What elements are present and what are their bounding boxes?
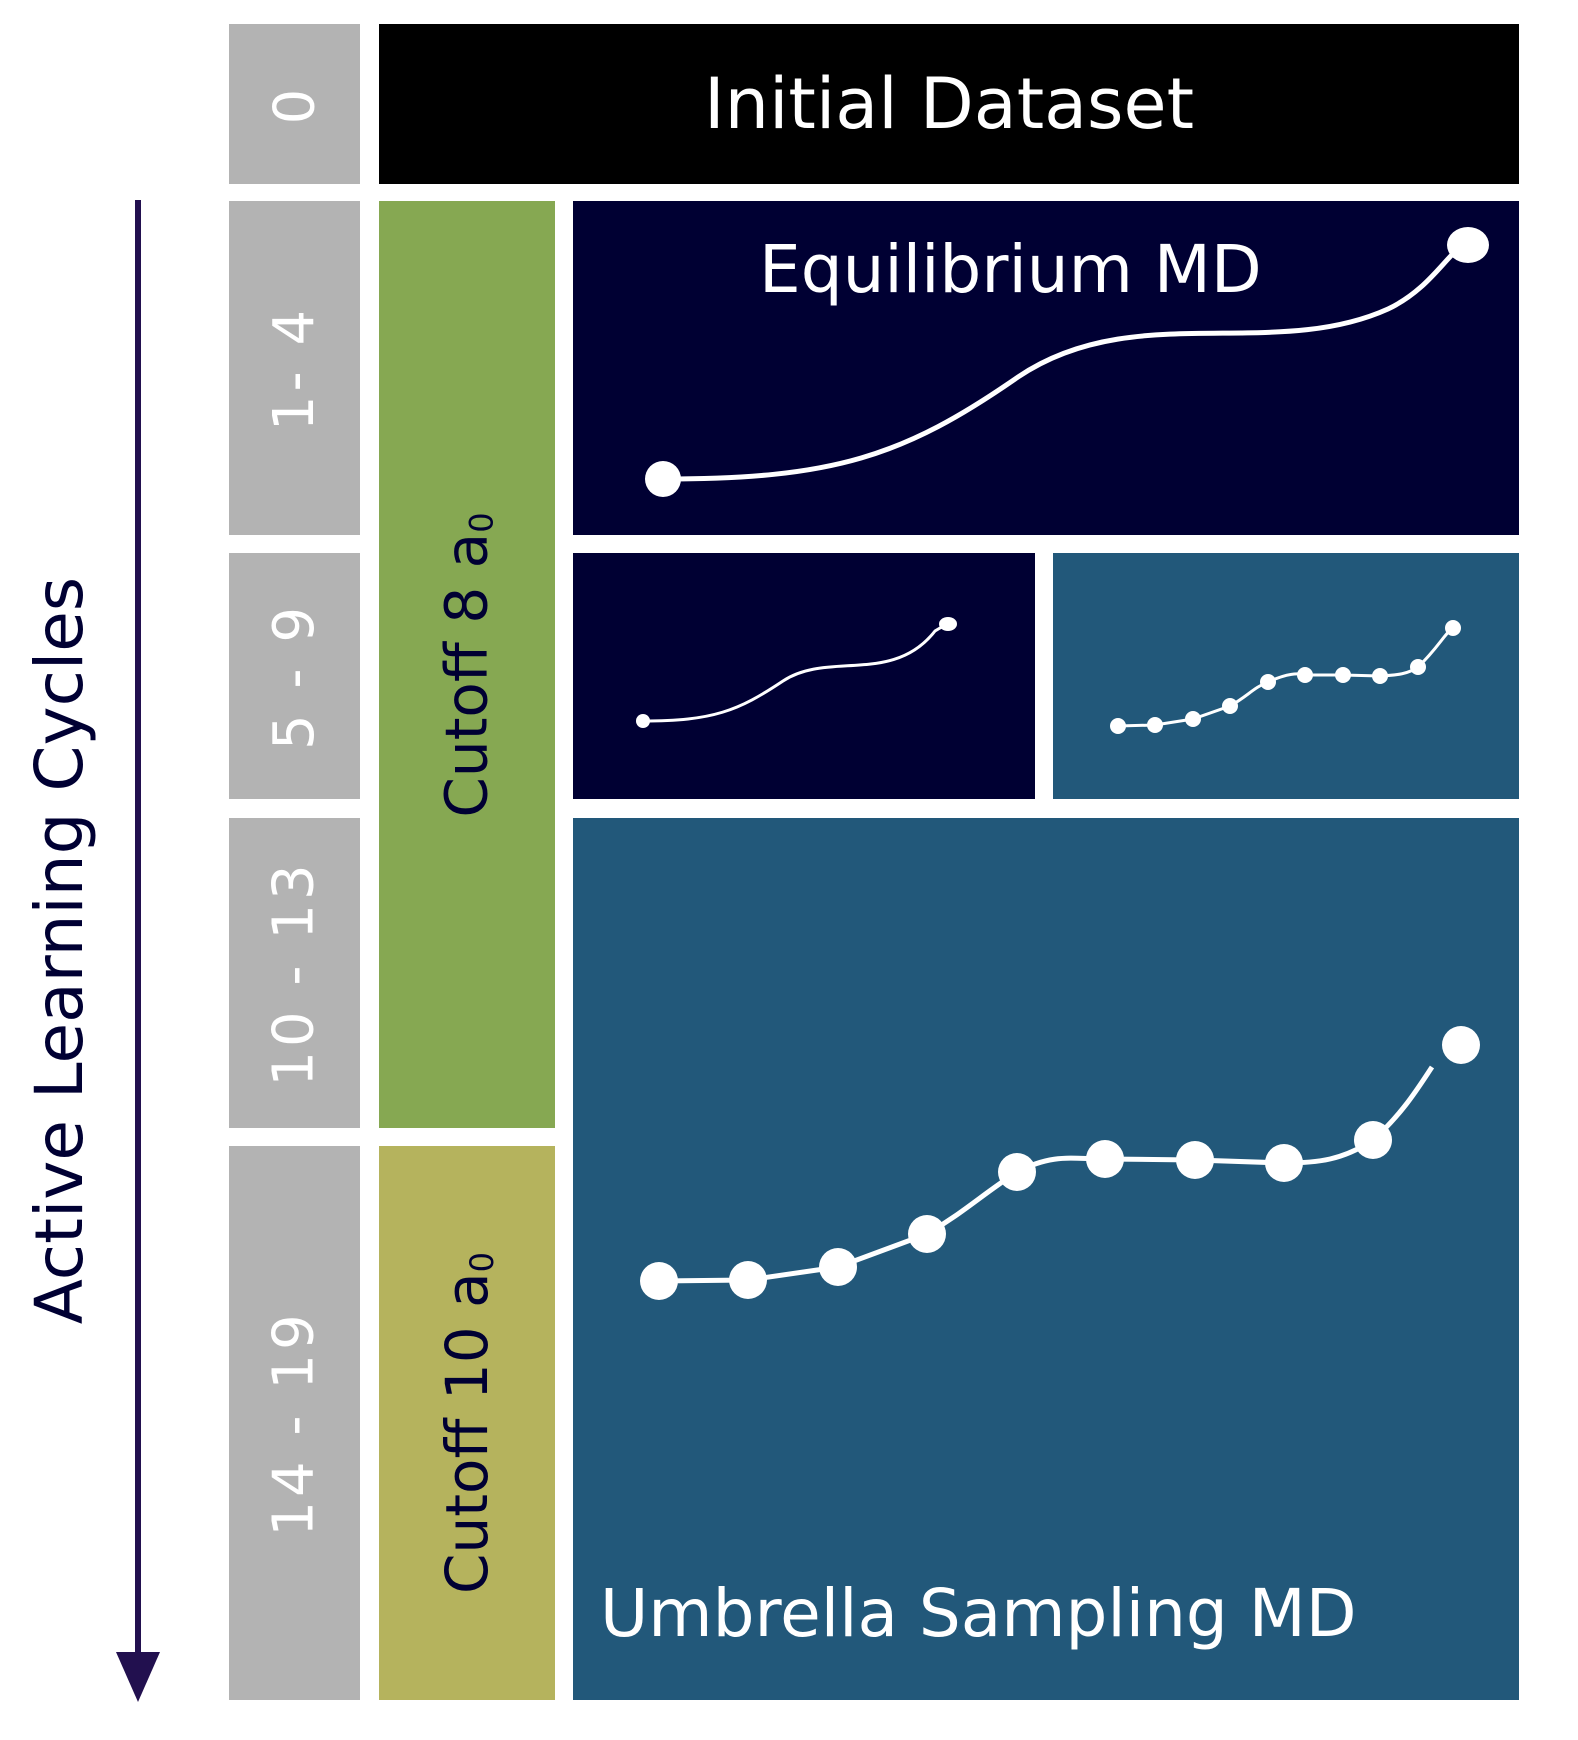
umbrella-small-trajectory (1110, 620, 1461, 734)
cycle-10-13: 10 - 13 (229, 818, 360, 1128)
cycle-10-13-label: 10 - 13 (262, 859, 328, 1087)
cycle-5-9: 5 - 9 (229, 553, 360, 799)
cycle-0-label: 0 (261, 84, 327, 124)
cutoff-8-label: Cutoff 8 a0 (433, 511, 501, 818)
initial-dataset-box: Initial Dataset (379, 24, 1519, 184)
cycle-5-9-label: 5 - 9 (262, 602, 328, 750)
umbrella-md-small-box (1053, 553, 1519, 799)
umbrella-md-box: Umbrella Sampling MD (573, 818, 1519, 1700)
umbrella-trajectory (640, 1026, 1480, 1300)
cutoff-10-label: Cutoff 10 a0 (433, 1251, 501, 1595)
axis-label: Active Learning Cycles (21, 576, 99, 1324)
initial-dataset-title: Initial Dataset (703, 63, 1195, 145)
equilibrium-md-box: Equilibrium MD (573, 201, 1519, 535)
cycle-14-19-label: 14 - 19 (262, 1309, 328, 1537)
cycle-0: 0 (229, 24, 360, 184)
cycle-1-4-label: 1- 4 (261, 305, 327, 431)
down-arrow-icon (116, 200, 160, 1702)
cycle-14-19: 14 - 19 (229, 1146, 360, 1700)
equilibrium-trajectory (645, 227, 1489, 497)
equilibrium-small-trajectory (636, 617, 957, 728)
cutoff-8-bar: Cutoff 8 a0 (379, 201, 555, 1128)
cutoff-10-bar: Cutoff 10 a0 (379, 1146, 555, 1700)
equilibrium-md-small-box (573, 553, 1035, 799)
axis-label-wrap: Active Learning Cycles (10, 520, 110, 1380)
equilibrium-md-title: Equilibrium MD (759, 231, 1262, 308)
cycle-1-4: 1- 4 (229, 201, 360, 535)
umbrella-md-title: Umbrella Sampling MD (600, 1575, 1357, 1652)
